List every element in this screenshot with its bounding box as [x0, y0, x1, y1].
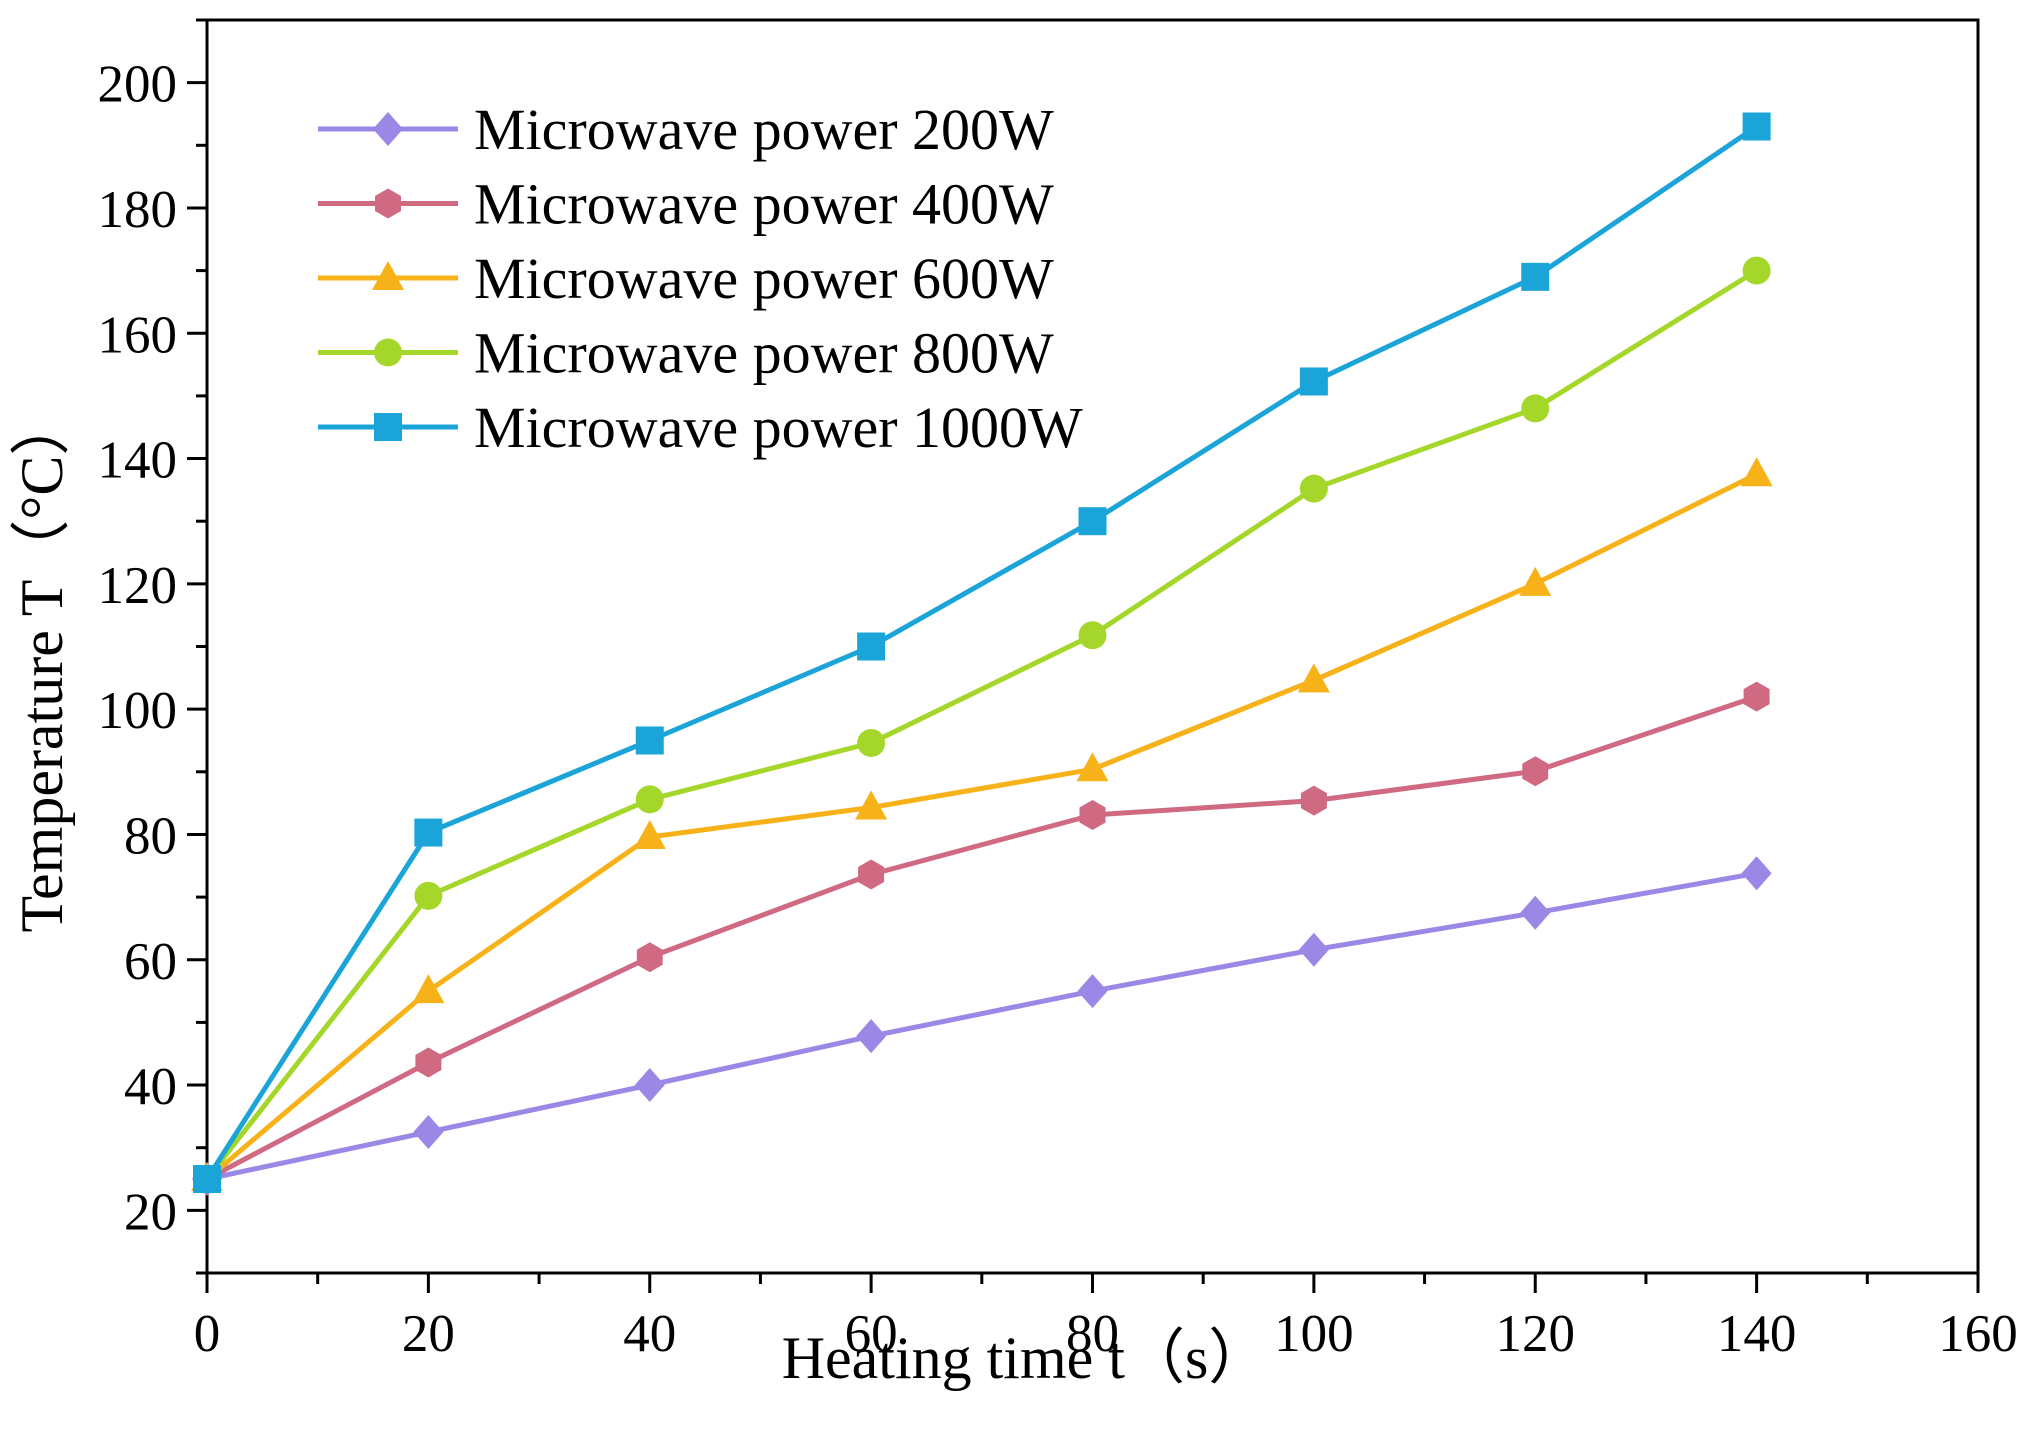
data-point [635, 726, 664, 755]
y-tick-label: 160 [98, 306, 178, 364]
x-axis: 0 20 40 60 80 100 120 140 160 [194, 1273, 2018, 1363]
legend-marker [372, 261, 404, 290]
x-tick-label: 40 [623, 1305, 676, 1363]
data-point [1742, 256, 1771, 285]
data-point [855, 790, 888, 820]
series-line [205, 268, 1758, 1181]
data-point [1299, 474, 1328, 503]
series-2 [194, 681, 1770, 1194]
data-point [1522, 756, 1549, 787]
data-point [636, 942, 663, 973]
legend-label: Microwave power 200W [474, 97, 1054, 162]
y-axis: 20 40 60 80 100 120 140 160 180 200 [98, 18, 207, 1275]
series-line [204, 124, 1759, 1181]
data-point [1742, 112, 1771, 141]
data-point [414, 881, 443, 910]
data-point [634, 1068, 665, 1103]
series-5 [193, 112, 1771, 1194]
data-point [858, 859, 885, 890]
legend-label: Microwave power 400W [474, 172, 1054, 237]
data-point [1078, 621, 1107, 650]
x-tick-label: 80 [1066, 1305, 1119, 1363]
series-line [205, 471, 1758, 1181]
legend-label: Microwave power 600W [474, 246, 1054, 311]
x-tick-label: 140 [1717, 1305, 1797, 1363]
y-axis-title: Temperature T（°C） [9, 396, 75, 933]
data-point [1743, 681, 1770, 712]
data-point [193, 1165, 221, 1194]
data-point [1076, 752, 1109, 782]
legend-item: Microwave power 200W [318, 97, 1054, 162]
legend-label: Microwave power 800W [474, 321, 1054, 386]
series-line [205, 694, 1758, 1182]
data-point [1740, 457, 1773, 487]
legend-marker [374, 413, 402, 441]
legend-item: Microwave power 400W [318, 172, 1054, 237]
legend-marker [373, 112, 403, 146]
legend-marker [375, 188, 401, 219]
y-tick-label: 40 [124, 1058, 177, 1116]
data-point [1741, 856, 1772, 891]
y-tick-label: 200 [98, 56, 178, 114]
data-point [857, 632, 886, 661]
legend-item: Microwave power 800W [318, 321, 1054, 386]
legend-label: Microwave power 1000W [474, 395, 1083, 460]
data-point [633, 819, 666, 849]
data-point [1519, 566, 1552, 596]
x-tick-label: 0 [194, 1305, 221, 1363]
y-tick-label: 80 [124, 807, 177, 865]
y-tick-label: 100 [98, 682, 178, 740]
x-tick-label: 20 [402, 1305, 455, 1363]
x-tick-label: 160 [1938, 1305, 2018, 1363]
data-point [857, 728, 886, 757]
data-point [415, 1047, 442, 1078]
y-tick-label: 60 [124, 933, 177, 991]
data-point [856, 1019, 887, 1054]
data-point [1299, 367, 1328, 396]
data-point [414, 818, 443, 847]
legend-marker [374, 338, 402, 367]
data-point [1298, 932, 1329, 967]
data-point [1079, 800, 1106, 830]
series-4 [193, 256, 1771, 1194]
data-point [412, 974, 445, 1004]
legend-item: Microwave power 1000W [318, 395, 1083, 460]
y-tick-label: 140 [98, 432, 178, 490]
data-point [1078, 507, 1107, 536]
legend-item: Microwave power 600W [318, 246, 1054, 311]
data-point [413, 1115, 444, 1150]
x-tick-label: 120 [1496, 1305, 1576, 1363]
x-tick-label: 60 [845, 1305, 898, 1363]
legend: Microwave power 200W Microwave power 400W… [318, 97, 1083, 460]
x-tick-label: 100 [1274, 1305, 1354, 1363]
y-tick-label: 120 [98, 557, 178, 615]
data-point [1521, 262, 1550, 291]
y-tick-label: 180 [98, 181, 178, 239]
y-tick-label: 20 [124, 1183, 177, 1241]
x-axis-title: Heating time t（s） [782, 1325, 1269, 1391]
data-point [1297, 663, 1330, 693]
data-point [1521, 394, 1550, 423]
data-point [635, 785, 664, 814]
series-layer [191, 112, 1773, 1197]
data-point [1520, 895, 1551, 930]
data-point [1300, 785, 1327, 816]
data-point [1077, 974, 1108, 1009]
series-line [206, 870, 1758, 1182]
